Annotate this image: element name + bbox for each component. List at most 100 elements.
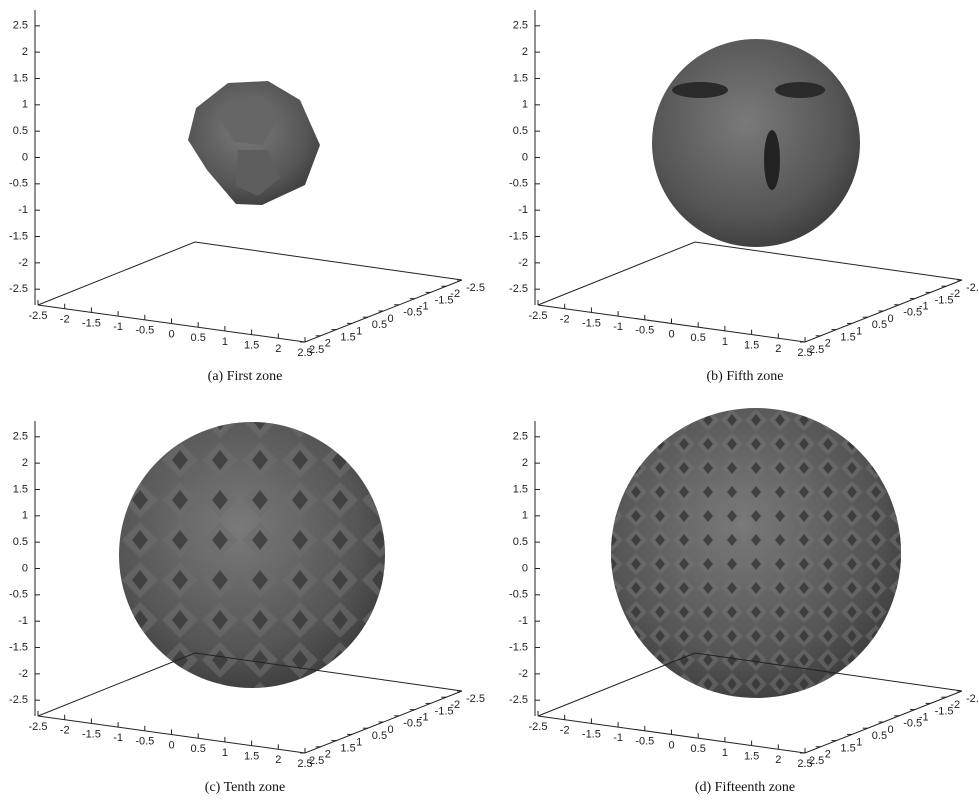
x-tick-label: 0 [168, 328, 174, 340]
z-tick-label: -2 [518, 257, 528, 269]
x-tick-label: -2 [560, 314, 570, 326]
x-tick-label: 1.5 [244, 340, 259, 352]
y-tick-label: 2.5 [309, 344, 324, 356]
z-tick-label: -1 [518, 615, 528, 627]
x-tick-label: 1.5 [744, 751, 759, 763]
z-tick-label: 0.5 [13, 125, 28, 137]
z-tick-label: -0.5 [9, 178, 28, 190]
y-tick-label: -2 [950, 288, 960, 300]
x-tick-label: -2 [560, 725, 570, 737]
z-tick-label: 2 [522, 457, 528, 469]
x-tick-label: -2.5 [29, 310, 48, 322]
z-tick-label: -1 [18, 204, 28, 216]
caption: (d) Fifteenth zone [695, 780, 795, 795]
y-tick-label: -2.5 [466, 282, 485, 294]
x-tick-label: -2 [60, 314, 70, 326]
y-tick-label: -1 [419, 712, 429, 724]
caption: (b) Fifth zone [707, 369, 784, 384]
z-tick-label: 1.5 [13, 483, 28, 495]
floor [38, 280, 462, 342]
z-tick-label: 1 [522, 510, 528, 522]
x-tick-label: -2 [60, 725, 70, 737]
z-tick-label: -1.5 [9, 641, 28, 653]
y-tick-label: 2 [825, 338, 831, 350]
x-tick-label: 0 [168, 739, 174, 751]
z-tick-label: 0 [22, 151, 28, 163]
z-tick-label: -2 [518, 668, 528, 680]
caption: (a) First zone [208, 369, 283, 384]
z-tick-label: 1 [522, 99, 528, 111]
y-tick-label: 0.5 [372, 730, 387, 742]
x-tick-label: -2.5 [29, 721, 48, 733]
y-tick-label: 2.5 [809, 755, 824, 767]
y-tick-label: -2 [450, 288, 460, 300]
z-tick-label: -1 [18, 615, 28, 627]
z-tick-label: -0.5 [509, 178, 528, 190]
y-tick-label: 0 [888, 724, 894, 736]
z-tick-label: 2.5 [513, 431, 528, 443]
x-tick-label: -1 [113, 732, 123, 744]
y-tick-label: 1 [856, 736, 862, 748]
z-tick-label: -1 [518, 204, 528, 216]
y-tick-label: -2.5 [966, 693, 979, 705]
y-tick-label: 1 [356, 325, 362, 337]
z-tick-label: 0.5 [513, 536, 528, 548]
figure: 2.521.510.50-0.5-1-1.5-2-2.5-2.5-2-1.5-1… [0, 0, 979, 800]
z-tick-label: 2 [522, 46, 528, 58]
z-tick-label: 1 [22, 510, 28, 522]
y-tick-label: 0 [388, 313, 394, 325]
x-tick-label: 0.5 [691, 332, 706, 344]
y-tick-label: -2.5 [966, 282, 979, 294]
z-tick-label: 2.5 [13, 431, 28, 443]
z-tick-label: -2 [18, 668, 28, 680]
z-tick-label: -2.5 [9, 694, 28, 706]
z-tick-label: 0.5 [13, 536, 28, 548]
y-tick-label: 1.5 [840, 743, 855, 755]
x-tick-label: -0.5 [635, 325, 654, 337]
y-tick-label: 0.5 [372, 319, 387, 331]
x-tick-label: 1 [722, 747, 728, 759]
x-tick-label: 1 [722, 336, 728, 348]
shape-fifteenth-texture [611, 408, 901, 698]
y-tick-label: -1 [919, 712, 929, 724]
x-tick-label: -1.5 [82, 728, 101, 740]
z-tick-label: 1.5 [513, 483, 528, 495]
y-tick-label: -1 [419, 301, 429, 313]
z-tick-label: -0.5 [509, 589, 528, 601]
y-tick-label: 0.5 [872, 730, 887, 742]
y-tick-label: -2.5 [466, 693, 485, 705]
y-tick-label: 1.5 [340, 332, 355, 344]
z-tick-label: -0.5 [9, 589, 28, 601]
x-tick-label: 2 [275, 754, 281, 766]
z-tick-label: 2.5 [513, 20, 528, 32]
floor [38, 691, 462, 753]
x-tick-label: 1.5 [244, 751, 259, 763]
z-tick-label: -2.5 [9, 283, 28, 295]
x-tick-label: -1.5 [582, 317, 601, 329]
y-tick-label: 1.5 [340, 743, 355, 755]
x-tick-label: -1 [613, 321, 623, 333]
y-tick-label: 2.5 [809, 344, 824, 356]
z-tick-label: 0 [522, 562, 528, 574]
y-tick-label: 1 [356, 736, 362, 748]
y-tick-label: -2 [950, 699, 960, 711]
caption: (c) Tenth zone [205, 780, 285, 795]
floor-back [538, 242, 962, 305]
y-tick-label: 2 [325, 749, 331, 761]
z-tick-label: -2.5 [509, 694, 528, 706]
z-tick-label: 1.5 [13, 72, 28, 84]
facet [672, 82, 728, 98]
x-tick-label: -1.5 [582, 728, 601, 740]
facet [775, 82, 825, 98]
y-tick-label: -2 [450, 699, 460, 711]
x-tick-label: 0.5 [191, 743, 206, 755]
x-tick-label: -0.5 [135, 736, 154, 748]
shape-fifth [652, 39, 860, 247]
z-tick-label: 2 [22, 457, 28, 469]
z-tick-label: -1.5 [509, 230, 528, 242]
x-tick-label: 1.5 [744, 340, 759, 352]
x-tick-label: -2.5 [529, 310, 548, 322]
facet [764, 130, 780, 190]
z-tick-label: 2.5 [13, 20, 28, 32]
z-tick-label: -1.5 [509, 641, 528, 653]
